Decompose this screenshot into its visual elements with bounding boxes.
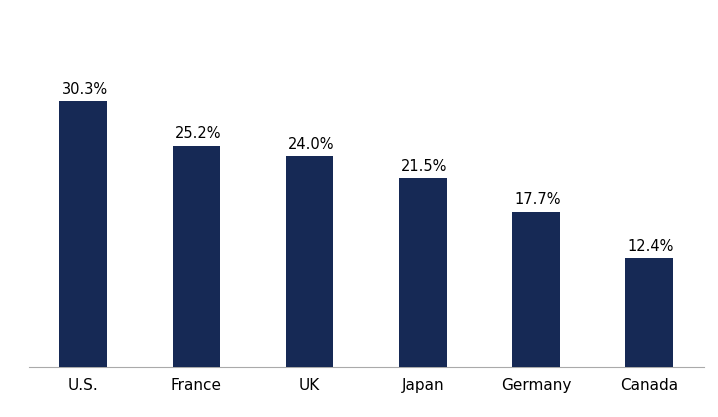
Text: 12.4%: 12.4% [628, 239, 674, 254]
Text: 21.5%: 21.5% [401, 159, 447, 174]
Bar [286, 156, 333, 367]
Text: 30.3%: 30.3% [62, 82, 108, 97]
Bar [399, 178, 447, 367]
Bar [60, 101, 107, 367]
Bar [625, 258, 673, 367]
Text: 17.7%: 17.7% [515, 192, 561, 207]
Bar [172, 146, 220, 367]
Text: 25.2%: 25.2% [175, 126, 221, 141]
Bar [512, 211, 560, 367]
Text: 24.0%: 24.0% [288, 137, 335, 152]
